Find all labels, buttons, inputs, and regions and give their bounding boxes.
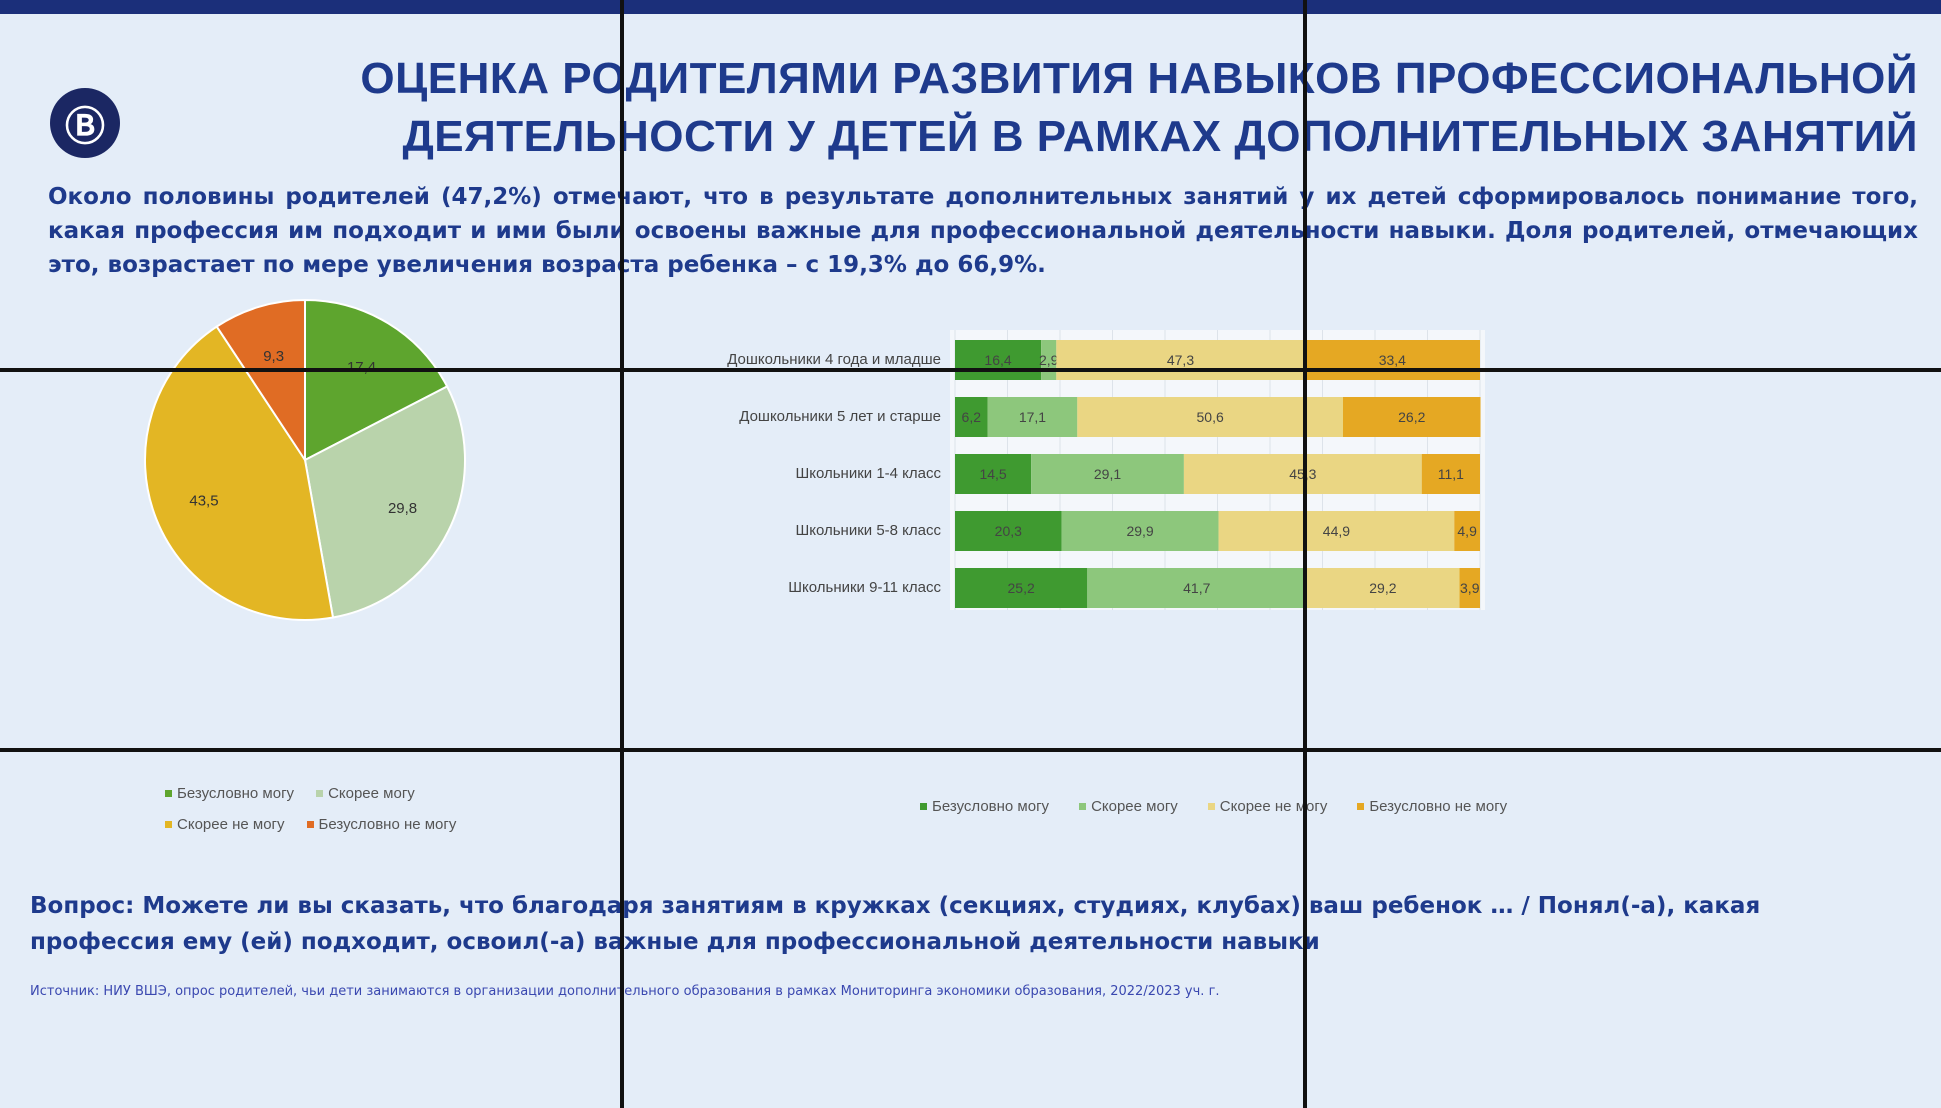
screen-seam <box>0 748 1941 752</box>
bar-data-label: 20,3 <box>995 523 1022 539</box>
hse-logo: Ⓑ <box>50 88 120 158</box>
bar-segment <box>1056 340 1305 380</box>
stacked-bar-chart: 16,4 2,9 47,3 33,4 6,2 17,1 50,6 26,2 14,5 29,1 45… <box>950 330 1485 610</box>
legend-item: Скорее не могу <box>1207 798 1328 815</box>
legend-label: Безусловно не могу <box>1369 798 1508 815</box>
bar-segment <box>1061 511 1219 551</box>
pie-slice <box>304 298 449 462</box>
legend-label: Безусловно могу <box>177 785 295 802</box>
bar-data-label: 47,3 <box>1167 352 1194 368</box>
legend-item: Безусловно могу <box>165 785 294 802</box>
legend-swatch <box>1207 803 1215 810</box>
slide-header: ОЦЕНКА РОДИТЕЛЯМИ РАЗВИТИЯ НАВЫКОВ ПРОФЕ… <box>48 50 1918 282</box>
pie-data-label: 29,8 <box>388 500 417 517</box>
legend-swatch <box>306 821 314 828</box>
bar-data-label: 25,2 <box>1008 580 1035 596</box>
bar-segment <box>1183 454 1422 494</box>
legend-item: Безусловно не могу <box>306 816 457 833</box>
legend-label: Скорее могу <box>1091 798 1178 815</box>
bar-segment <box>1342 397 1481 437</box>
bar-data-label: 6,2 <box>962 409 982 425</box>
bar-segment <box>955 454 1032 494</box>
legend-swatch <box>920 803 927 810</box>
bar-segment <box>1031 454 1184 494</box>
bar-data-label: 45,3 <box>1289 466 1316 482</box>
legend-swatch <box>1079 803 1087 810</box>
category-label: Дошкольники 5 лет и старше <box>739 408 941 425</box>
legend-label: Скорее не могу <box>177 816 285 833</box>
bar-data-label: 14,5 <box>979 466 1006 482</box>
category-label: Школьники 1-4 класс <box>795 465 941 482</box>
bar-data-label: 11,1 <box>1438 466 1464 482</box>
lead-text: Около половины родителей (47,2%) отмечаю… <box>48 184 1918 278</box>
legend-label: Безусловно могу <box>932 798 1050 815</box>
bar-data-label: 44,9 <box>1323 523 1350 539</box>
bar-segment <box>1087 568 1307 608</box>
bar-legend: Безусловно могу Скорее могу Скорее не могу… <box>920 798 1507 815</box>
category-label: Школьники 5-8 класс <box>795 522 941 539</box>
bar-data-label: 29,1 <box>1094 466 1121 482</box>
slide-footer: Вопрос: Можете ли вы сказать, что благод… <box>30 888 1910 999</box>
pie-legend: Безусловно могу Скорее могу Скорее не могу… <box>165 785 505 833</box>
question-text: Вопрос: Можете ли вы сказать, что благод… <box>30 893 1761 955</box>
bar-data-label: 50,6 <box>1197 409 1224 425</box>
pie-data-label: 9,3 <box>263 348 284 365</box>
bar-segment <box>1077 397 1343 437</box>
legend-item: Безусловно не могу <box>1357 798 1507 815</box>
pie-slice <box>303 385 466 619</box>
bar-data-label: 3,9 <box>1460 580 1480 596</box>
bar-segment <box>955 568 1088 608</box>
pie-slice <box>215 298 306 464</box>
bar-data-label: 2,9 <box>1039 352 1059 368</box>
bar-data-label: 29,2 <box>1369 580 1396 596</box>
screen-seam <box>620 0 624 1108</box>
screen-seam <box>0 368 1941 372</box>
bar-segment <box>987 397 1078 437</box>
legend-swatch <box>165 821 172 828</box>
category-label: Дошкольники 4 года и младше <box>727 351 941 368</box>
bar-data-label: 26,2 <box>1398 409 1425 425</box>
legend-swatch <box>316 790 324 797</box>
bar-segment <box>1306 568 1460 608</box>
pie-data-label: 43,5 <box>189 492 218 509</box>
bar-data-label: 4,9 <box>1457 523 1477 539</box>
bar-segment <box>1459 568 1480 608</box>
legend-item: Скорее не могу <box>165 816 285 833</box>
screen-seam <box>1303 0 1307 1108</box>
bar-data-label: 16,4 <box>984 352 1011 368</box>
legend-label: Скорее не могу <box>1219 798 1328 815</box>
bar-data-label: 29,9 <box>1126 523 1153 539</box>
pie-chart: 17,429,843,59,3 <box>144 298 466 621</box>
slide-top-bar <box>0 0 1941 14</box>
legend-label: Скорее могу <box>328 785 415 802</box>
bar-segment <box>955 397 988 437</box>
bar-data-label: 33,4 <box>1379 352 1406 368</box>
legend-item: Скорее могу <box>1079 798 1178 815</box>
bar-segment <box>955 340 1042 380</box>
bar-segment <box>1218 511 1455 551</box>
bar-segment <box>1454 511 1480 551</box>
legend-swatch <box>165 790 172 797</box>
legend-label: Безусловно не могу <box>318 816 457 833</box>
bar-data-label: 17,1 <box>1019 409 1046 425</box>
bar-data-label: 41,7 <box>1183 580 1210 596</box>
legend-item: Безусловно могу <box>920 798 1049 815</box>
source-note: Источник: НИУ ВШЭ, опрос родителей, чьи … <box>30 984 1220 999</box>
pie-slice <box>144 325 335 621</box>
bar-segment <box>1421 454 1480 494</box>
slide-title: ОЦЕНКА РОДИТЕЛЯМИ РАЗВИТИЯ НАВЫКОВ ПРОФЕ… <box>360 54 1918 161</box>
legend-item: Скорее могу <box>316 785 415 802</box>
legend-swatch <box>1357 803 1365 810</box>
bar-segment <box>1304 340 1480 380</box>
bar-segment <box>955 511 1062 551</box>
category-label: Школьники 9-11 класс <box>788 579 941 596</box>
